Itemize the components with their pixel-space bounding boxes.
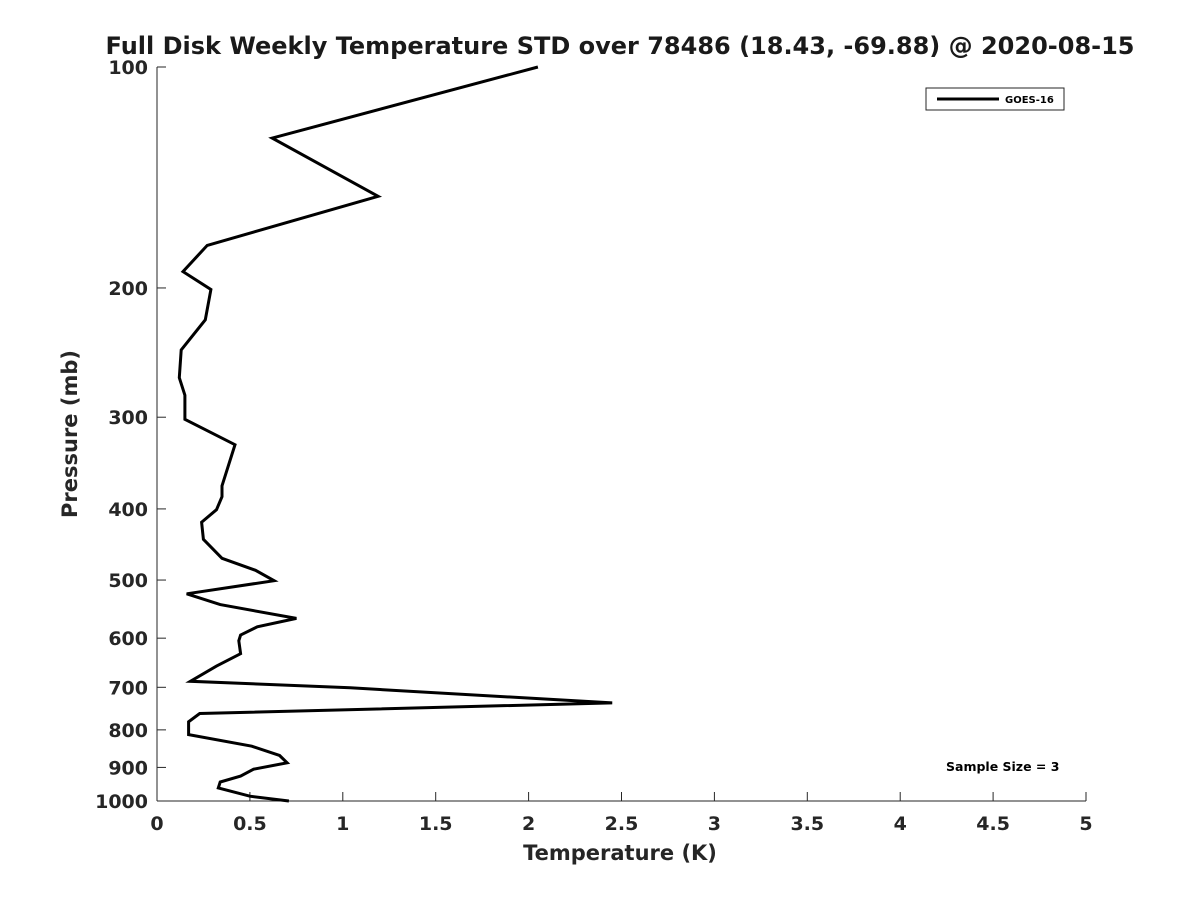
sample-size-annotation: Sample Size = 3	[946, 759, 1059, 774]
x-tick-label: 2.5	[605, 813, 639, 835]
axes	[156, 67, 1086, 802]
y-tick-label: 700	[108, 677, 148, 699]
chart-title: Full Disk Weekly Temperature STD over 78…	[106, 32, 1135, 60]
x-tick-label: 4	[894, 813, 907, 835]
y-tick-label: 100	[108, 57, 148, 79]
y-ticks: 100 200 300 400 500 600 700 800 900 1000	[95, 57, 166, 813]
y-axis-label: Pressure (mb)	[58, 350, 82, 518]
x-tick-label: 3.5	[790, 813, 824, 835]
x-tick-label: 0.5	[233, 813, 267, 835]
legend: GOES-16	[925, 87, 1065, 111]
y-tick-label: 400	[108, 499, 148, 521]
x-ticks: 0 0.5 1 1.5 2 2.5 3 3.5 4 4.5 5	[150, 792, 1093, 835]
y-tick-label: 600	[108, 628, 148, 650]
x-axis-label: Temperature (K)	[523, 841, 717, 865]
y-tick-label: 200	[108, 278, 148, 300]
x-tick-label: 1	[336, 813, 349, 835]
x-tick-label: 5	[1079, 813, 1092, 835]
y-tick-label: 500	[108, 570, 148, 592]
series-line-goes-16	[177, 65, 613, 803]
legend-label: GOES-16	[1005, 95, 1054, 106]
x-tick-label: 2	[522, 813, 535, 835]
series-group	[177, 65, 613, 803]
x-tick-label: 3	[708, 813, 721, 835]
x-tick-label: 4.5	[976, 813, 1010, 835]
y-tick-label: 300	[108, 407, 148, 429]
x-tick-label: 0	[150, 813, 163, 835]
y-tick-label: 900	[108, 757, 148, 779]
y-tick-label: 1000	[95, 791, 148, 813]
y-tick-label: 800	[108, 720, 148, 742]
x-tick-label: 1.5	[419, 813, 453, 835]
